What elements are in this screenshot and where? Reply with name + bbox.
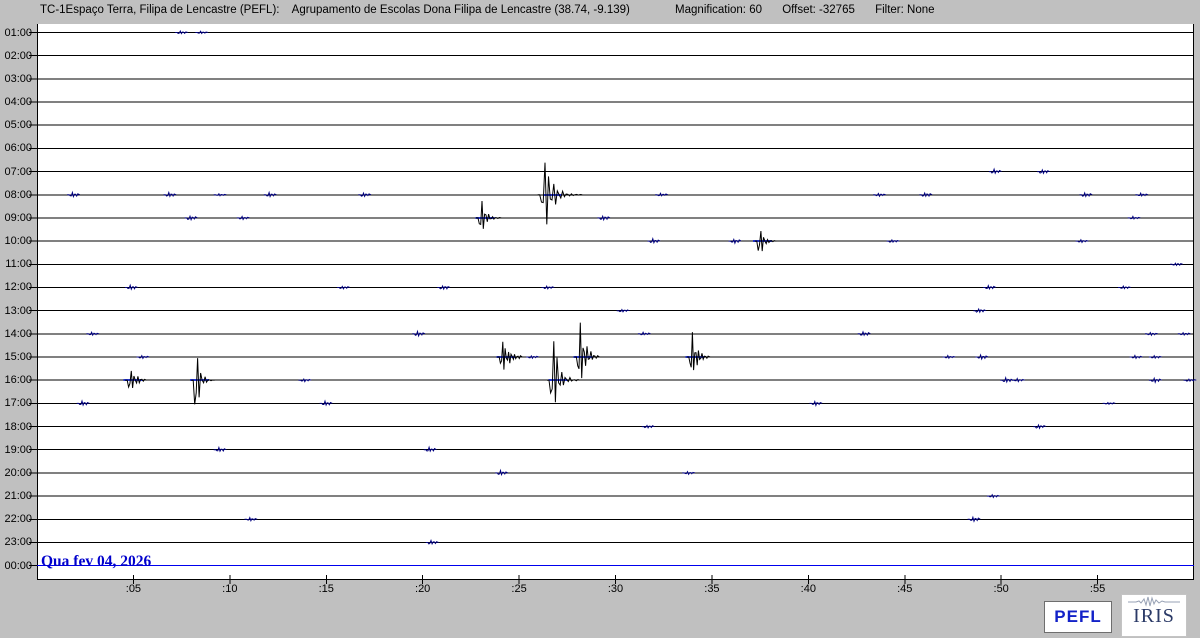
minute-label: :05	[125, 583, 142, 595]
date-label: Qua fev 04, 2026	[41, 553, 152, 570]
hour-label: 07:00	[4, 165, 32, 178]
status-bar: TC-1Espaço Terra, Filipa de Lencastre (P…	[40, 4, 935, 16]
hour-label: 01:00	[4, 26, 32, 39]
hour-label: 15:00	[4, 351, 32, 364]
hour-label: 17:00	[4, 397, 32, 410]
minute-label: :35	[704, 583, 720, 595]
minute-label: :55	[1089, 583, 1106, 595]
hour-label: 02:00	[4, 49, 32, 62]
station-title: TC-1Espaço Terra, Filipa de Lencastre (P…	[40, 4, 280, 16]
hour-label: 10:00	[4, 235, 32, 248]
minute-label: :25	[511, 583, 527, 595]
hour-label: 19:00	[4, 443, 32, 456]
hour-label: 06:00	[4, 142, 32, 155]
minute-label: :45	[897, 583, 913, 595]
minute-label: :15	[318, 583, 334, 595]
minute-label: :20	[415, 583, 431, 595]
iris-logo-text: IRIS	[1133, 605, 1175, 627]
hour-label: 23:00	[4, 536, 32, 549]
hour-label: 00:00	[4, 559, 32, 572]
hour-label: 16:00	[4, 374, 32, 387]
hour-label: 13:00	[4, 304, 32, 317]
helicorder-plot-area[interactable]	[37, 24, 1194, 580]
hour-label: 08:00	[4, 188, 32, 201]
hour-label: 14:00	[4, 327, 32, 340]
hour-label: 09:00	[4, 211, 32, 224]
station-location: Agrupamento de Escolas Dona Filipa de Le…	[291, 4, 630, 16]
filter-label: Filter: None	[875, 4, 935, 16]
minute-label: :30	[607, 583, 624, 595]
hour-label: 04:00	[4, 96, 32, 109]
iris-logo: IRIS	[1121, 594, 1187, 637]
hour-label: 05:00	[4, 119, 32, 132]
minute-label: :40	[800, 583, 816, 595]
minute-label: :50	[993, 583, 1009, 595]
hour-label: 21:00	[4, 490, 32, 503]
hour-label: 11:00	[5, 258, 32, 271]
hour-label: 12:00	[4, 281, 32, 294]
iris-seismogram-icon	[1128, 596, 1180, 607]
magnification-label: Magnification: 60	[675, 4, 762, 16]
minute-label: :10	[222, 583, 238, 595]
hour-label: 22:00	[4, 513, 32, 526]
pefl-logo-text: PEFL	[1054, 607, 1102, 626]
hour-label: 20:00	[4, 466, 32, 479]
pefl-logo: PEFL	[1044, 601, 1112, 633]
hour-label: 03:00	[4, 72, 32, 85]
hour-label: 18:00	[4, 420, 32, 433]
offset-label: Offset: -32765	[782, 4, 855, 16]
